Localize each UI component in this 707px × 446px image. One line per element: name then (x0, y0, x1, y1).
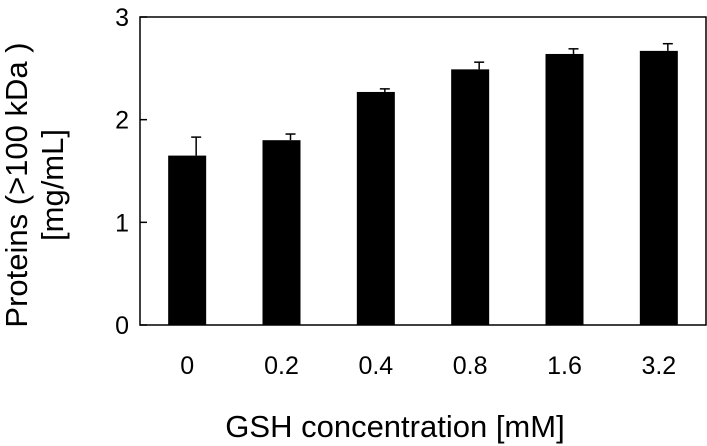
bar-0 (168, 155, 207, 325)
y-tick-label-1: 1 (115, 209, 129, 237)
bar-1.6 (545, 53, 584, 326)
x-tick-label-0.2: 0.2 (264, 352, 299, 380)
y-axis-title-line2: [mg/mL] (35, 129, 70, 241)
y-axis-ticks: 0 1 2 3 (115, 4, 147, 340)
bar-0.8 (451, 69, 490, 325)
x-tick-label-1.6: 1.6 (547, 352, 582, 380)
x-tick-label-0.8: 0.8 (453, 352, 488, 380)
x-tick-label-0: 0 (180, 352, 194, 380)
x-tick-label-0.4: 0.4 (358, 352, 393, 380)
bars-layer (168, 50, 678, 326)
x-axis-title: GSH concentration [mM] (225, 409, 564, 444)
y-axis-title-line1: Proteins (>100 kDa ) (0, 42, 34, 327)
y-tick-label-2: 2 (115, 107, 129, 135)
error-bars-layer (191, 42, 673, 156)
plot-frame (139, 16, 707, 326)
x-axis-ticks: 0 0.2 0.4 0.8 1.6 3.2 (180, 352, 676, 380)
bar-3.2 (639, 50, 678, 325)
y-tick-label-3: 3 (115, 4, 129, 32)
y-tick-label-0: 0 (115, 312, 129, 340)
y-axis-title: Proteins (>100 kDa ) (0, 42, 34, 327)
y-axis-title-unit: [mg/mL] (35, 129, 70, 241)
bar-0.2 (262, 140, 301, 325)
x-tick-label-3.2: 3.2 (641, 352, 676, 380)
bar-0.4 (356, 91, 395, 326)
